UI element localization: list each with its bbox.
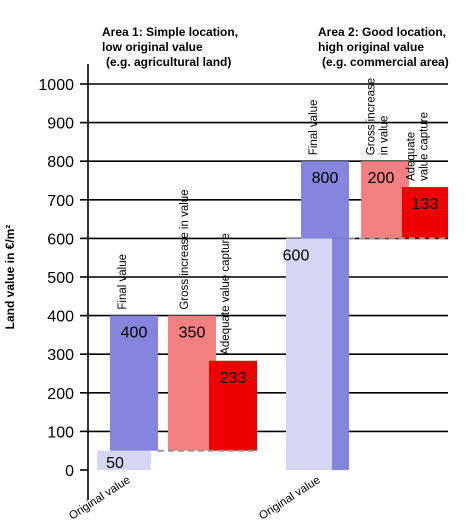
area1-gross-value-label: 350 — [179, 325, 206, 342]
area2-final-bar — [301, 161, 349, 239]
area1-original-bar — [97, 450, 151, 470]
area1-title-line-1: Area 1: Simple location, — [102, 25, 238, 39]
area1-final-label: Final value — [117, 254, 129, 310]
area2-capture-label-line-1: Adequate — [406, 132, 418, 181]
area1-original-label: Original value — [67, 474, 133, 522]
y-tick-label-1000: 1000 — [38, 77, 74, 94]
area2-capture-bar — [402, 187, 448, 239]
area2-gross-label-line-1: Gross increase — [366, 78, 378, 155]
area2-title-line-3: (e.g. commercial area) — [322, 55, 449, 69]
area1-capture-value-label: 233 — [220, 370, 247, 387]
y-tick-label-700: 700 — [47, 193, 74, 210]
y-tick-label-200: 200 — [47, 386, 74, 403]
area1-final-value-label: 400 — [121, 325, 148, 342]
area2-original-value-label: 600 — [283, 247, 310, 264]
y-tick-label-0: 0 — [65, 463, 74, 480]
area1-original-value-label: 50 — [106, 455, 124, 472]
area1-title-line-2: low original value — [102, 40, 203, 54]
area1-final-bar — [110, 315, 158, 451]
area1-title-line-3: (e.g. agricultural land) — [106, 55, 231, 69]
area2-gross-value-label: 200 — [368, 170, 395, 187]
area2-final-bar-base — [332, 238, 349, 470]
y-tick-label-400: 400 — [47, 309, 74, 326]
y-tick-label-600: 600 — [47, 231, 74, 248]
area2-gross-bar — [361, 161, 409, 239]
area1-capture-bar — [209, 360, 257, 451]
area1-capture-label: Adequate value capture — [220, 233, 232, 354]
area2-capture-value-label: 133 — [412, 196, 439, 213]
area2-capture-label-line-2: value capture — [419, 112, 431, 181]
y-axis-title: Land value in €/m² — [3, 225, 17, 330]
area2-title-line-2: high original value — [318, 40, 424, 54]
bars — [97, 161, 448, 470]
area2-final-label: Final value — [308, 100, 320, 156]
area2-final-value-label: 800 — [312, 170, 339, 187]
y-tick-label-300: 300 — [47, 347, 74, 364]
y-tick-label-500: 500 — [47, 270, 74, 287]
y-axis: 0 100 200 300 400 500 600 700 800 900 1000 Land val… — [3, 64, 89, 500]
area2-original-label: Original value — [257, 474, 323, 522]
area2-title-line-1: Area 2: Good location, — [318, 25, 446, 39]
y-tick-label-800: 800 — [47, 154, 74, 171]
group-titles: Area 1: Simple location,low original val… — [102, 25, 449, 69]
area2-original-bar — [286, 238, 332, 470]
area1-gross-bar — [168, 315, 216, 451]
y-tick-label-100: 100 — [47, 424, 74, 441]
area2-gross-label-line-2: in value — [379, 116, 391, 156]
area1-gross-label: Gross increase in value — [179, 189, 191, 309]
y-tick-label-900: 900 — [47, 116, 74, 133]
bar-labels: 50 400 350 233 Final value Gross increase in … — [67, 78, 438, 523]
